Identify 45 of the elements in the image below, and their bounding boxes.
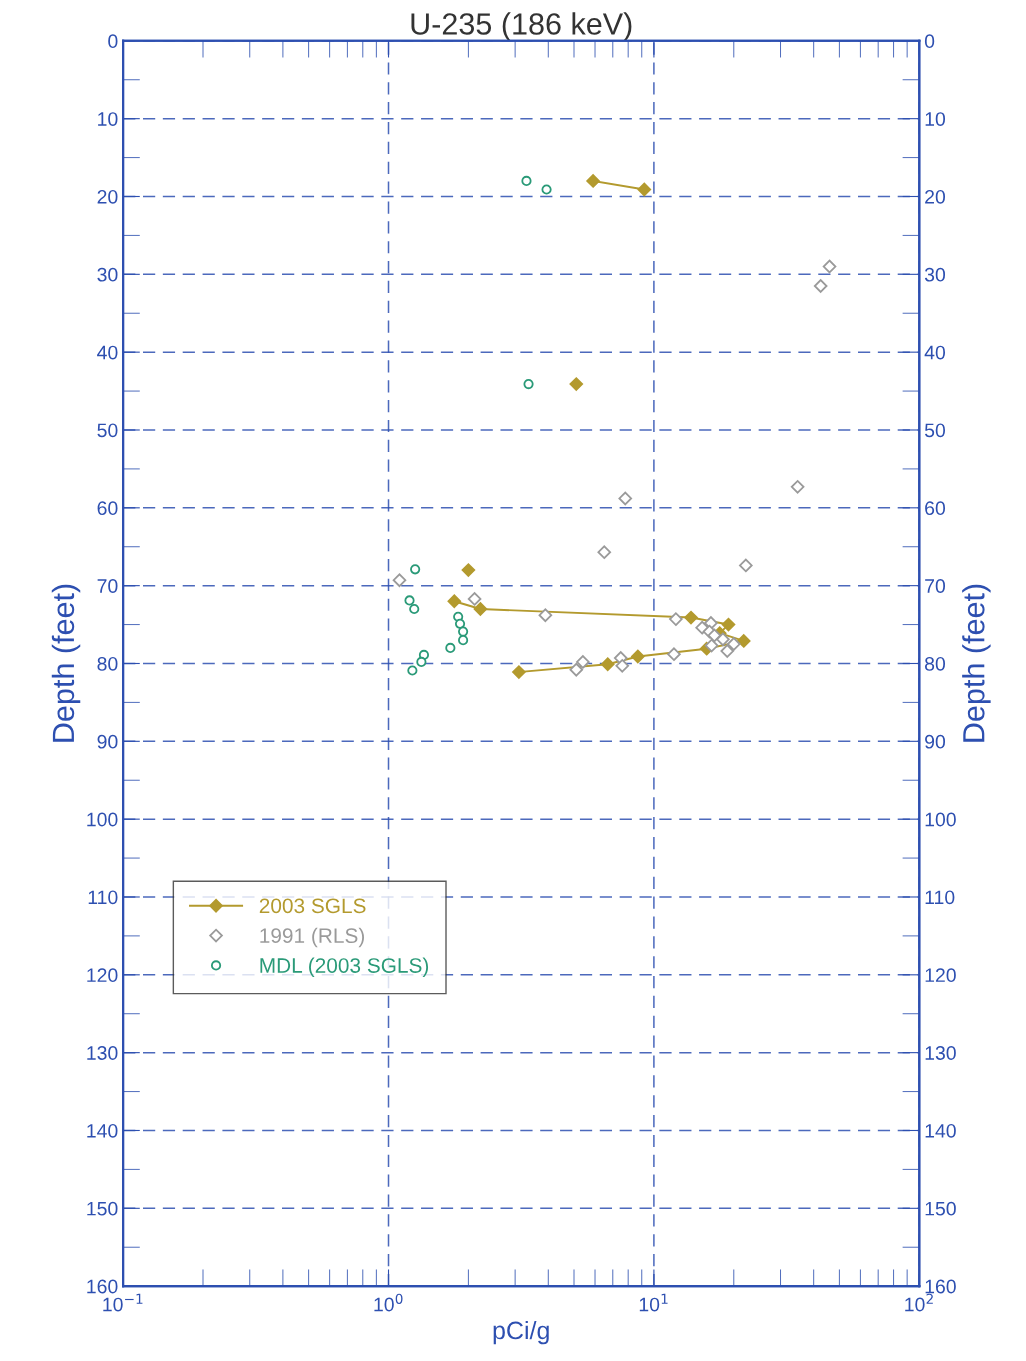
y-tick-label: 90 [97, 734, 118, 749]
y2-tick-label: 50 [924, 423, 946, 438]
y2-tick-label: 30 [924, 267, 946, 282]
y-tick-label: 0 [108, 34, 118, 49]
y-tick-label: 130 [87, 1046, 118, 1060]
x-tick-label: 10$^{−1}$ [103, 1293, 143, 1312]
y-tick-label: 70 [97, 579, 118, 593]
y-tick-label: 60 [97, 501, 118, 516]
y-tick-label: 40 [97, 345, 118, 360]
y2-tick-label: 40 [924, 345, 946, 360]
legend-label: 1991 (RLS) [260, 927, 365, 948]
y2-tick-label: 140 [925, 1123, 956, 1138]
legend-label: 2003 SGLS [259, 898, 366, 914]
y2-tick-label: 0 [924, 34, 935, 49]
y-tick-label: 160 [87, 1279, 118, 1294]
x-axis-title: pCi/g [493, 1320, 549, 1345]
y2-tick-label: 160 [925, 1279, 956, 1294]
y-tick-label: 10 [98, 112, 118, 126]
y-tick-label: 20 [97, 189, 118, 204]
y2-tick-label: 110 [925, 890, 955, 905]
y-tick-label: 110 [88, 890, 118, 905]
y2-tick-label: 20 [925, 189, 946, 204]
chart-title: U-235 (186 keV) [411, 12, 632, 41]
y-tick-label: 30 [97, 267, 118, 282]
y-tick-label: 150 [87, 1201, 118, 1216]
y-axis-title: Depth (feet) [51, 584, 81, 742]
y2-tick-label: 60 [925, 501, 946, 516]
y-tick-label: 80 [97, 656, 118, 671]
y2-tick-label: 10 [925, 112, 946, 126]
y2-tick-label: 150 [925, 1201, 956, 1216]
y-tick-label: 140 [87, 1123, 118, 1138]
y2-tick-label: 90 [925, 734, 946, 749]
y-tick-label: 120 [87, 968, 118, 983]
y-tick-label: 50 [97, 423, 118, 438]
y-tick-label: 100 [87, 812, 118, 827]
y2-tick-label: 120 [925, 968, 956, 983]
x-tick-label: 10$^{2}$ [905, 1293, 933, 1312]
x-tick-label: 10$^{1}$ [639, 1293, 668, 1312]
y2-tick-label: 100 [925, 812, 956, 827]
y2-tick-label: 130 [925, 1046, 956, 1060]
y2-tick-label: 70 [925, 579, 946, 593]
y2-axis-title: Depth (feet) [962, 584, 991, 742]
x-tick-label: 10$^{0}$ [374, 1293, 403, 1312]
legend-label: MDL (2003 SGLS) [260, 957, 429, 977]
y2-tick-label: 80 [925, 656, 946, 671]
